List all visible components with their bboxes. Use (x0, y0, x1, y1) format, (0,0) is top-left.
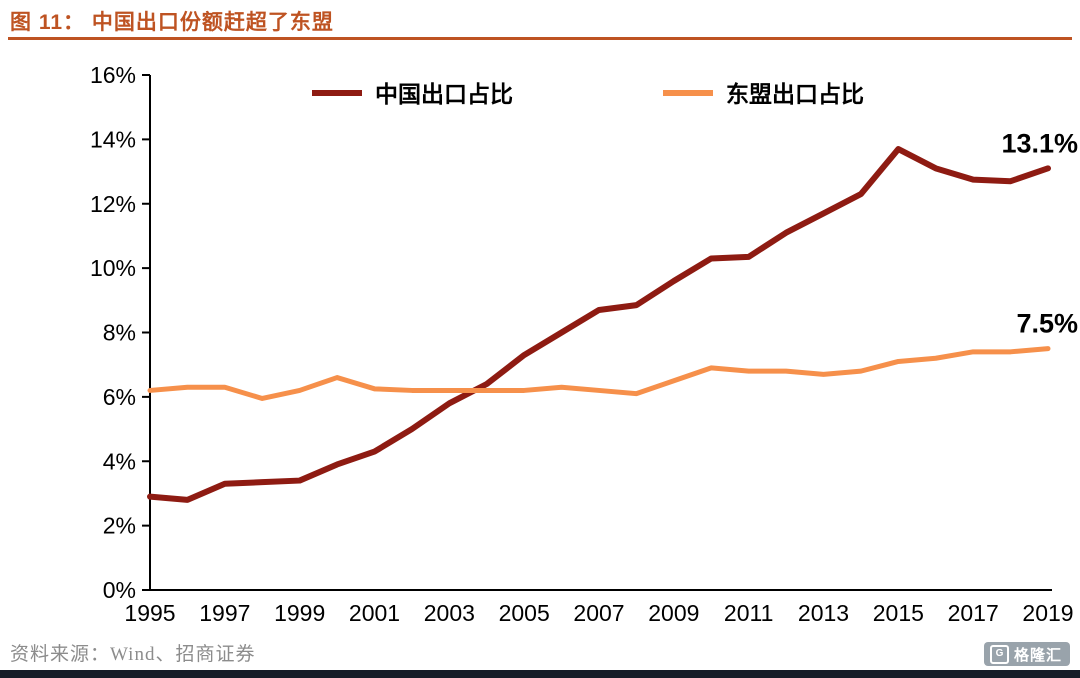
figure-title: 图 11： 中国出口份额赶超了东盟 (10, 11, 334, 34)
series-end-label-1: 7.5% (1016, 309, 1078, 339)
legend-label-0: 中国出口占比 (375, 81, 513, 107)
x-axis-ticks: 1995 1997 1999 2001 2003 2005 2007 2009 2011 2013… (124, 600, 1073, 626)
y-tick-label: 6% (103, 384, 136, 410)
chart-legend: 中国出口占比 东盟出口占比 (312, 81, 864, 107)
x-tick-label: 2001 (349, 600, 400, 626)
bottom-bar (0, 670, 1080, 678)
x-tick-label: 1997 (199, 600, 250, 626)
y-axis-ticks: 0% 2% 4% 6% 8% 10% 12% 14% 16% (90, 62, 150, 603)
y-tick-label: 10% (90, 255, 136, 281)
series-end-label-0: 13.1% (1001, 128, 1078, 158)
y-tick-label: 8% (103, 320, 136, 346)
x-tick-label: 2013 (798, 600, 849, 626)
y-tick-label: 12% (90, 191, 136, 217)
series-line-1 (147, 346, 1051, 401)
x-tick-label: 2003 (424, 600, 475, 626)
x-tick-label: 1999 (274, 600, 325, 626)
x-tick-label: 2015 (873, 600, 924, 626)
x-tick-label: 2019 (1022, 600, 1073, 626)
legend-label-1: 东盟出口占比 (726, 81, 864, 107)
y-tick-label: 2% (103, 513, 136, 539)
y-tick-label: 14% (90, 126, 136, 152)
x-tick-label: 2017 (948, 600, 999, 626)
title-underline (8, 37, 1072, 40)
x-tick-label: 2011 (724, 600, 773, 626)
gelonghui-logo: G 格隆汇 (983, 642, 1070, 666)
x-tick-label: 1995 (124, 600, 175, 626)
axes (149, 75, 1052, 591)
x-tick-label: 2009 (648, 600, 699, 626)
series-line-0 (147, 146, 1051, 503)
x-tick-label: 2005 (499, 600, 550, 626)
y-tick-label: 4% (103, 448, 136, 474)
source-note: 资料来源：Wind、招商证券 (10, 644, 256, 665)
x-tick-label: 2007 (573, 600, 624, 626)
y-tick-label: 16% (90, 62, 136, 88)
y-tick-label: 0% (103, 577, 136, 603)
figure-footer: 资料来源：Wind、招商证券 G 格隆汇 (0, 636, 1080, 670)
gelonghui-logo-text: 格隆汇 (1013, 646, 1062, 664)
gelonghui-logo-icon: G (989, 644, 1009, 664)
